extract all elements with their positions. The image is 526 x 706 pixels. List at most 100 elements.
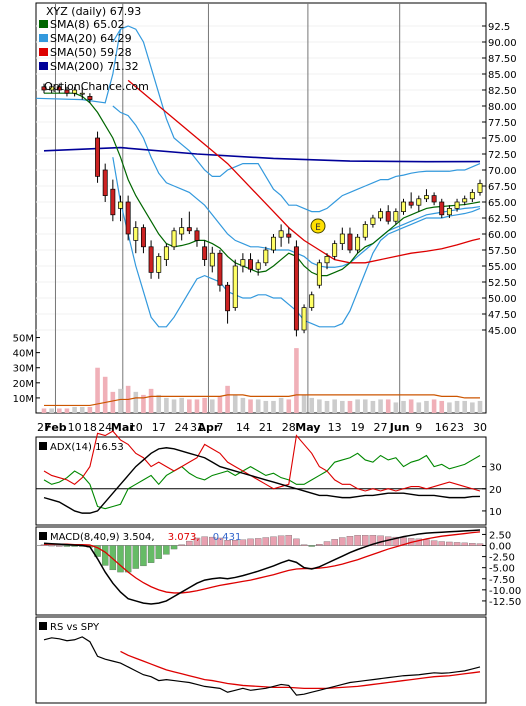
volume-bar xyxy=(209,399,215,413)
volume-bar xyxy=(202,397,207,413)
price-tick-label: 77.50 xyxy=(488,118,517,129)
x-axis-label: 16 xyxy=(435,421,449,434)
volume-bar xyxy=(332,399,337,413)
svg-text:E: E xyxy=(315,223,321,233)
volume-bar xyxy=(79,406,85,413)
volume-bar xyxy=(324,400,330,413)
price-tick-label: 52.50 xyxy=(488,278,517,289)
candle-body xyxy=(271,236,276,251)
macd-histogram-bar xyxy=(354,535,361,546)
macd-histogram-bar xyxy=(308,545,315,547)
x-axis-label: 21 xyxy=(259,421,273,434)
candle-body xyxy=(339,233,345,244)
volume-bar xyxy=(194,399,200,413)
macd-histogram-bar xyxy=(163,545,170,555)
volume-bar xyxy=(454,400,460,413)
macd-panel: 2.500.00-2.50-5.00-7.50-10.00-12.50 MACD… xyxy=(35,526,521,616)
adx-tick-label: 30 xyxy=(489,463,502,474)
price-tick-label: 65.00 xyxy=(488,198,517,209)
macd-histogram-bar xyxy=(224,540,231,546)
volume-bar xyxy=(102,376,108,413)
candle-body xyxy=(477,183,483,193)
volume-bar xyxy=(294,348,299,413)
candle-body xyxy=(56,86,62,91)
candle-body xyxy=(248,259,253,270)
volume-bar xyxy=(278,397,284,413)
candle-body xyxy=(309,294,315,308)
candle-body xyxy=(118,201,123,209)
candle-body xyxy=(179,227,185,235)
x-axis-label: May xyxy=(295,421,320,434)
candle-body xyxy=(401,201,406,212)
x-axis-label: 13 xyxy=(328,421,342,434)
x-axis-label: 27 xyxy=(374,421,388,434)
candle-body xyxy=(424,195,429,200)
volume-tick-label: 40M xyxy=(13,349,34,360)
volume-bar xyxy=(95,367,100,413)
volume-bar xyxy=(187,399,192,413)
x-axis-label: 28 xyxy=(282,421,296,434)
macd-histogram-bar xyxy=(178,544,185,546)
x-axis-label: 27 xyxy=(37,421,51,434)
x-axis-label: 30 xyxy=(473,421,487,434)
macd-tick-label: -7.50 xyxy=(489,575,515,586)
macd-histogram-bar xyxy=(63,545,71,547)
price-tick-label: 90.00 xyxy=(488,38,517,49)
volume-bar xyxy=(355,399,360,413)
x-axis-label: 10 xyxy=(68,421,82,434)
volume-bar xyxy=(447,402,452,413)
price-tick-label: 45.00 xyxy=(488,326,517,337)
price-tick-label: 50.00 xyxy=(488,294,517,305)
candle-body xyxy=(378,211,384,219)
x-axis-label: 18 xyxy=(83,421,97,434)
candle-body xyxy=(217,252,223,286)
volume-bar xyxy=(301,394,307,413)
x-axis-label: Feb xyxy=(44,421,67,434)
legend-entry: SMA(50) 59.28 xyxy=(50,46,132,59)
minus-di-line xyxy=(43,430,481,492)
legend-entry: SMA(200) 71.32 xyxy=(50,60,139,73)
x-axis-label: Jun xyxy=(389,421,410,434)
price-tick-label: 70.00 xyxy=(488,166,517,177)
macd-tick-label: -5.00 xyxy=(489,564,515,575)
volume-bar xyxy=(263,400,269,413)
candle-body xyxy=(332,243,338,257)
candle-body xyxy=(163,246,169,260)
rs-line xyxy=(43,636,481,696)
volume-bar xyxy=(64,408,70,413)
sma8-line xyxy=(44,92,481,277)
macd-histogram-bar xyxy=(377,535,384,546)
volume-bar xyxy=(347,400,353,413)
earnings-marker: E xyxy=(310,218,326,234)
volume-bar xyxy=(385,399,391,413)
volume-bar xyxy=(133,391,139,413)
macd-histogram-bar xyxy=(209,536,216,546)
macd-histogram-bar xyxy=(94,545,101,557)
price-tick-label: 72.50 xyxy=(488,150,517,161)
price-tick-label: 85.00 xyxy=(488,70,517,81)
candle-body xyxy=(110,188,116,216)
macd-histogram-bar xyxy=(254,538,262,546)
macd-histogram-bar xyxy=(476,543,484,546)
volume-bar xyxy=(41,408,47,413)
macd-tick-label: -2.50 xyxy=(489,553,515,564)
candle-body xyxy=(263,249,269,264)
macd-histogram-bar xyxy=(124,545,132,573)
volume-bar xyxy=(362,399,368,413)
adx-title: ADX(14) 16.53 xyxy=(50,442,124,453)
volume-tick-label: 10M xyxy=(13,394,34,405)
macd-histogram-bar xyxy=(48,544,55,547)
adx-tick-label: 10 xyxy=(489,507,502,518)
macd-histogram-bar xyxy=(56,545,63,547)
candle-body xyxy=(324,256,330,264)
volume-bar xyxy=(118,388,123,413)
macd-histogram-bar xyxy=(400,537,407,546)
candle-body xyxy=(41,86,47,91)
candle-body xyxy=(416,198,422,206)
volume-bar xyxy=(171,399,177,413)
x-axis-label: Apr xyxy=(198,421,220,434)
candle-body xyxy=(446,208,452,216)
price-tick-label: 67.50 xyxy=(488,182,517,193)
candle-body xyxy=(408,201,414,206)
